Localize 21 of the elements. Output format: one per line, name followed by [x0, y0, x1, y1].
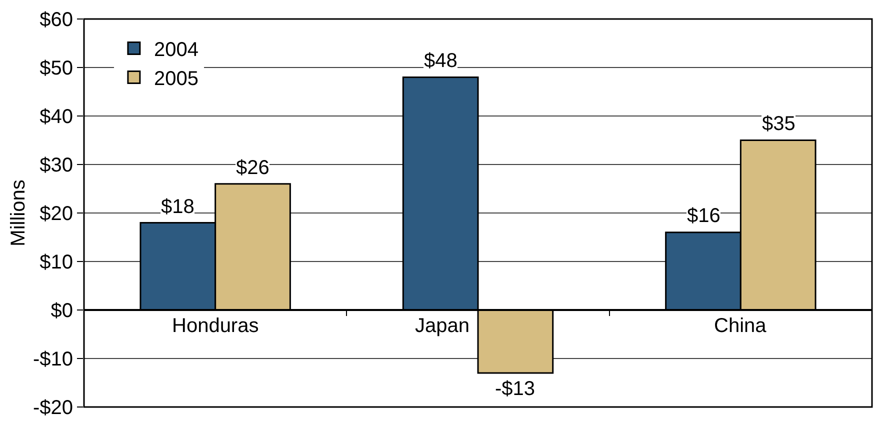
data-label: $26 — [236, 157, 270, 179]
data-label: $16 — [687, 205, 720, 227]
y-tick-label: -$10 — [32, 348, 73, 370]
y-tick-label: $40 — [40, 106, 73, 128]
data-label: $18 — [161, 196, 194, 218]
x-tick-label: China — [714, 315, 768, 337]
x-tick-label: Honduras — [172, 315, 259, 337]
y-tick-label: $30 — [40, 154, 73, 176]
data-label: $35 — [762, 113, 796, 135]
y-tick-label: $50 — [40, 58, 73, 80]
y-tick-label: $0 — [50, 300, 73, 322]
data-label: $48 — [424, 50, 458, 72]
y-tick-label: $10 — [40, 252, 73, 274]
legend-label: 2004 — [154, 39, 198, 61]
x-tick-label: Japan — [415, 315, 470, 337]
y-tick-label: $60 — [40, 9, 73, 31]
data-label: -$13 — [495, 378, 536, 400]
y-tick-label: $20 — [40, 203, 73, 225]
y-axis-title: Millions — [7, 180, 30, 246]
legend-label: 2005 — [154, 68, 198, 90]
y-tick-label: -$20 — [32, 397, 73, 419]
